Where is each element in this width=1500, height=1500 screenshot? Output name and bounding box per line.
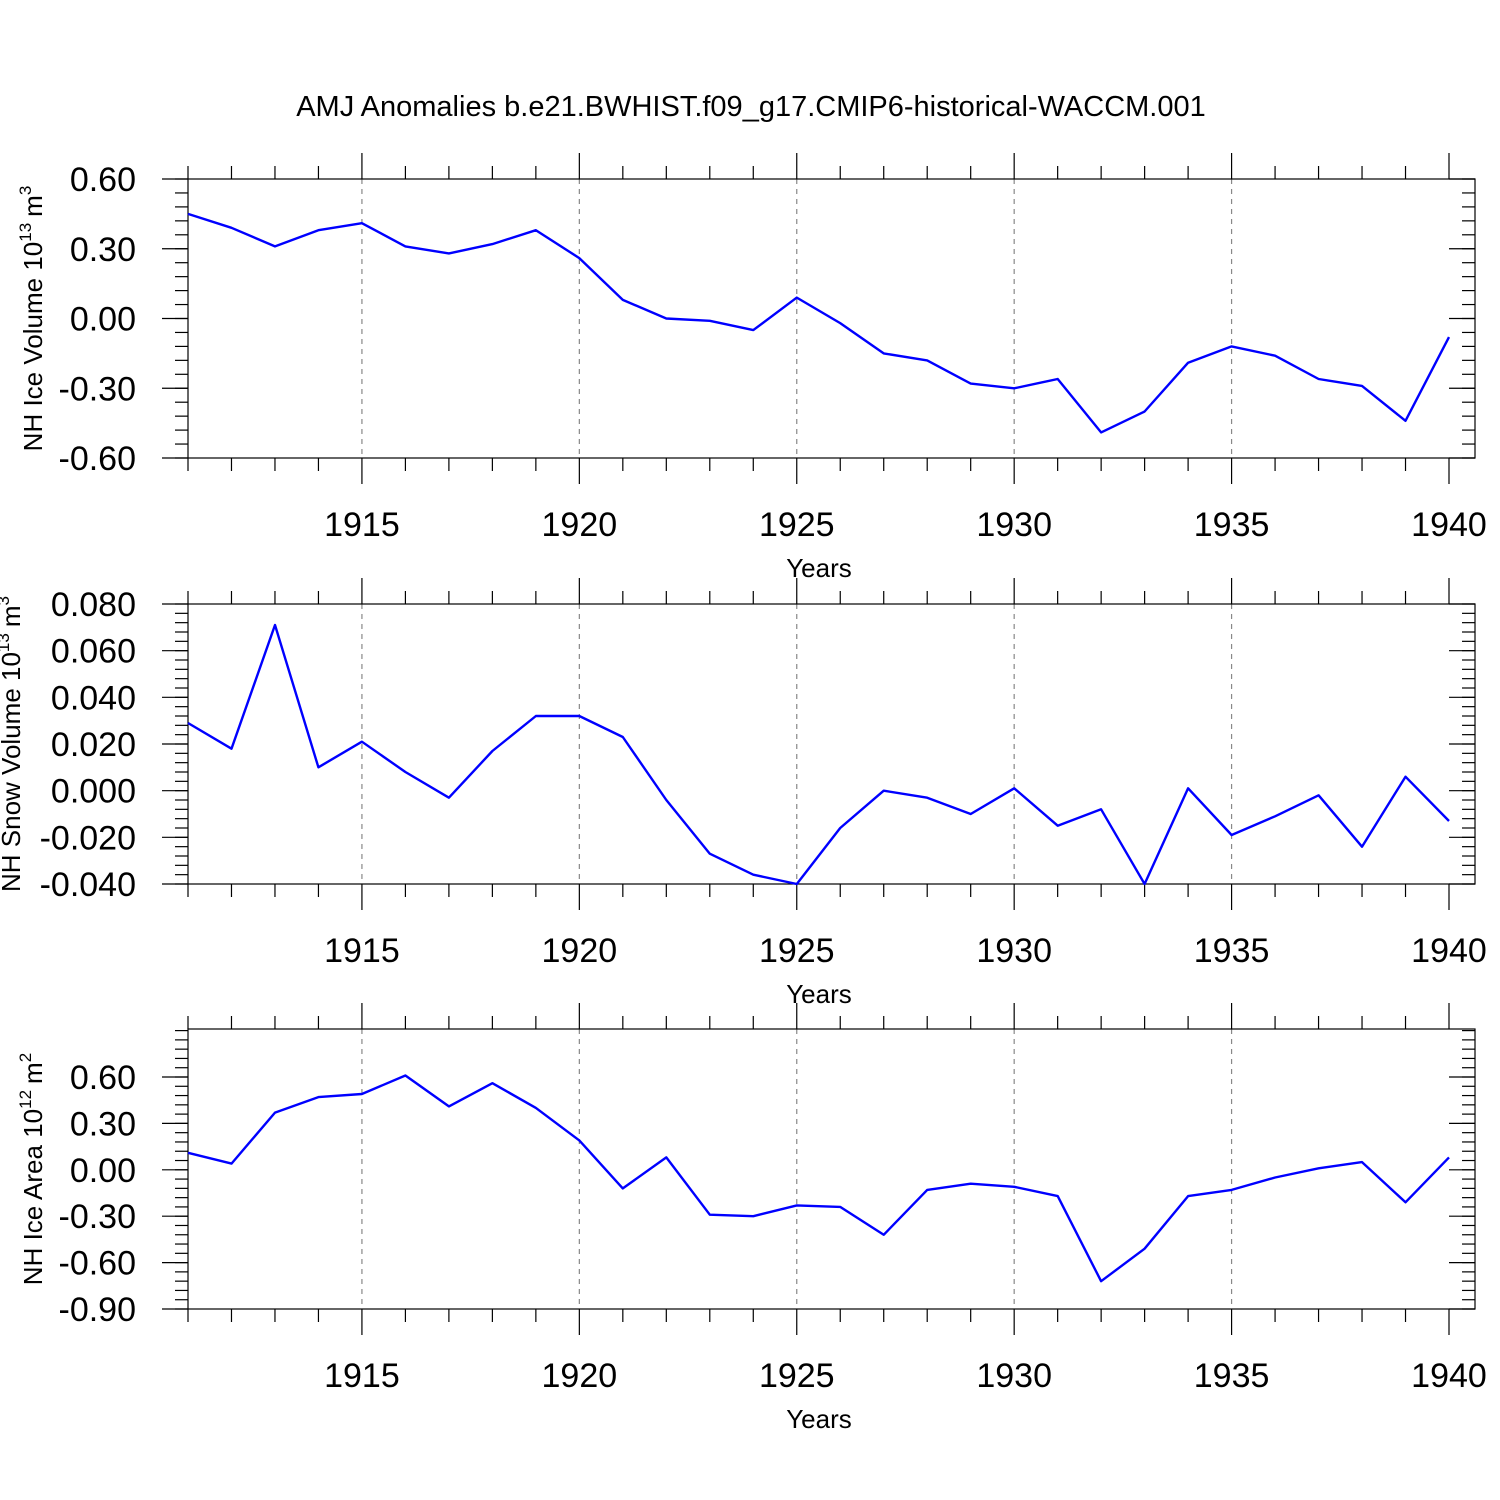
y-tick-label: -0.020 bbox=[40, 819, 136, 857]
x-axis-label: Years bbox=[786, 1404, 852, 1434]
x-tick-label: 1915 bbox=[324, 932, 400, 970]
x-tick-label: 1915 bbox=[324, 506, 400, 544]
y-axis-label: NH Ice Volume 1013 m3 bbox=[16, 186, 48, 452]
x-tick-label: 1920 bbox=[542, 932, 618, 970]
series-line bbox=[187, 623, 1450, 886]
y-axis-label-exponent: 13 bbox=[16, 223, 35, 242]
x-tick-label: 1935 bbox=[1194, 506, 1270, 544]
x-tick-label: 1920 bbox=[542, 506, 618, 544]
chart-panel-1: 0.60 0.30 0.00 -0.30 -0.60 1915 1920 1925 1930 19… bbox=[16, 153, 1487, 583]
plot-frame bbox=[187, 603, 1476, 885]
x-tick-label: 1935 bbox=[1194, 1357, 1270, 1395]
x-tick-label: 1925 bbox=[759, 506, 835, 544]
x-tick-label: 1940 bbox=[1411, 506, 1487, 544]
y-tick-label: -0.040 bbox=[40, 866, 136, 904]
y-axis-label-unit-exponent: 3 bbox=[16, 186, 35, 195]
y-axis-label-unit: m bbox=[18, 195, 48, 217]
x-tick-label: 1940 bbox=[1411, 932, 1487, 970]
y-tick-label: 0.60 bbox=[70, 161, 136, 199]
y-axis-label-text: NH Ice Volume 10 bbox=[18, 242, 48, 452]
y-tick-label: -0.30 bbox=[59, 370, 137, 408]
y-tick-label: 0.60 bbox=[70, 1059, 136, 1097]
y-tick-label: -0.60 bbox=[59, 1245, 137, 1283]
x-tick-label: 1935 bbox=[1194, 932, 1270, 970]
series-line bbox=[187, 212, 1451, 434]
y-axis-label-exponent: 12 bbox=[16, 1090, 35, 1109]
x-axis-label: Years bbox=[786, 553, 852, 583]
chart-panel-2: 0.080 0.060 0.040 0.020 0.000 -0.020 -0.040 191… bbox=[0, 578, 1487, 1009]
chart-title: AMJ Anomalies b.e21.BWHIST.f09_g17.CMIP6… bbox=[296, 91, 1206, 123]
panels: 0.60 0.30 0.00 -0.30 -0.60 1915 1920 1925 1930 19… bbox=[0, 153, 1487, 1434]
y-axis-label-exponent: 13 bbox=[0, 633, 13, 652]
y-axis-label: NH Ice Area 1012 m2 bbox=[16, 1053, 48, 1285]
y-axis-label-unit: m bbox=[0, 605, 26, 627]
y-tick-label: -0.60 bbox=[59, 440, 137, 478]
x-tick-label: 1925 bbox=[759, 1357, 835, 1395]
x-tick-label: 1930 bbox=[976, 506, 1052, 544]
y-tick-label: 0.000 bbox=[51, 773, 136, 811]
y-axis-label-unit: m bbox=[18, 1062, 48, 1084]
y-tick-label: -0.30 bbox=[59, 1198, 137, 1236]
x-tick-label: 1930 bbox=[976, 1357, 1052, 1395]
y-tick-label: -0.90 bbox=[59, 1291, 137, 1329]
y-tick-label: 0.020 bbox=[51, 726, 136, 764]
x-tick-label: 1930 bbox=[976, 932, 1052, 970]
y-tick-label: 0.080 bbox=[51, 586, 136, 624]
y-tick-label: 0.040 bbox=[51, 679, 136, 717]
y-axis-label-text: NH Ice Area 10 bbox=[18, 1109, 48, 1285]
y-tick-label: 0.30 bbox=[70, 231, 136, 269]
y-axis-label-unit-exponent: 3 bbox=[0, 596, 13, 605]
plot-frame bbox=[187, 1028, 1476, 1310]
y-tick-label: 0.060 bbox=[51, 633, 136, 671]
x-tick-label: 1920 bbox=[542, 1357, 618, 1395]
y-tick-label: 0.30 bbox=[70, 1105, 136, 1143]
y-axis-label: NH Snow Volume 1013 m3 bbox=[0, 596, 26, 892]
y-axis-label-text: NH Snow Volume 10 bbox=[0, 652, 26, 892]
x-axis-label: Years bbox=[786, 979, 852, 1009]
y-axis-label-unit-exponent: 2 bbox=[16, 1053, 35, 1062]
x-tick-label: 1925 bbox=[759, 932, 835, 970]
series-line bbox=[187, 1074, 1450, 1283]
x-tick-label: 1915 bbox=[324, 1357, 400, 1395]
y-tick-label: 0.00 bbox=[70, 301, 136, 339]
chart-panel-3: 0.60 0.30 0.00 -0.30 -0.60 -0.90 1915 1920 1925 1… bbox=[16, 1003, 1487, 1434]
y-tick-label: 0.00 bbox=[70, 1152, 136, 1190]
x-tick-label: 1940 bbox=[1411, 1357, 1487, 1395]
